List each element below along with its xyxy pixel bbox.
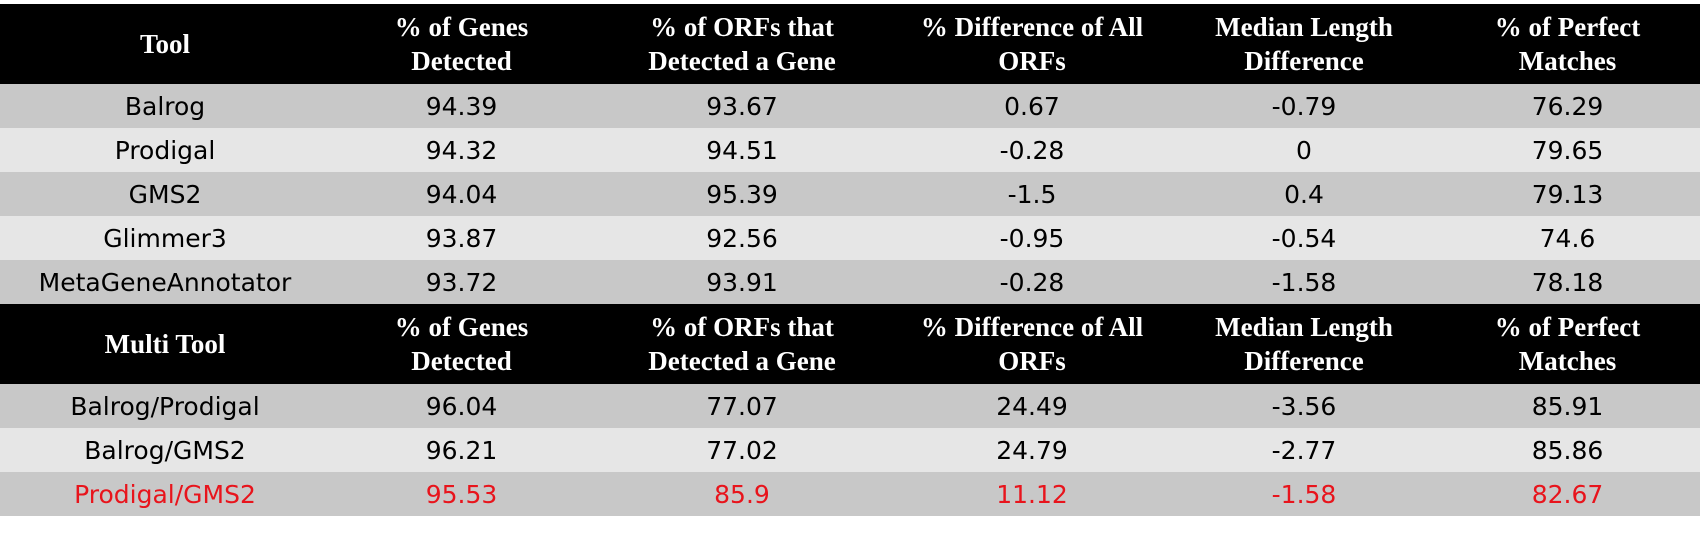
cell-genes: 94.04 — [425, 179, 498, 209]
cell-median: -2.77 — [1271, 435, 1337, 465]
table-row: MetaGeneAnnotator 93.72 93.91 -0.28 -1.5… — [0, 260, 1700, 304]
cell-tool: Balrog/GMS2 — [84, 435, 246, 465]
cell-orfs: 95.39 — [706, 179, 778, 209]
header-orfs-detected: % of ORFs that Detected a Gene — [648, 312, 836, 376]
cell-diff: -0.95 — [999, 223, 1065, 253]
table-row: Prodigal 94.32 94.51 -0.28 0 79.65 — [0, 128, 1700, 172]
cell-median: 0 — [1296, 135, 1312, 165]
header-difference-orfs: % Difference of All ORFs — [920, 312, 1144, 376]
cell-orfs: 93.91 — [706, 267, 778, 297]
cell-median: -0.54 — [1271, 223, 1337, 253]
cell-median: -1.58 — [1271, 267, 1337, 297]
header-difference-orfs: % Difference of All ORFs — [920, 12, 1144, 76]
cell-tool: Balrog — [124, 91, 206, 121]
cell-perfect: 74.6 — [1539, 223, 1596, 253]
cell-orfs: 85.9 — [714, 479, 770, 509]
cell-median: -0.79 — [1271, 91, 1337, 121]
table-row: GMS2 94.04 95.39 -1.5 0.4 79.13 — [0, 172, 1700, 216]
cell-orfs: 77.02 — [706, 435, 778, 465]
cell-perfect: 85.91 — [1531, 391, 1604, 421]
results-table: Tool % of Genes Detected % of ORFs that De… — [0, 4, 1700, 516]
cell-orfs: 77.07 — [706, 391, 778, 421]
header-genes-detected: % of Genes Detected — [394, 312, 529, 376]
table-row: Glimmer3 93.87 92.56 -0.95 -0.54 74.6 — [0, 216, 1700, 260]
cell-perfect: 76.29 — [1531, 91, 1604, 121]
cell-genes: 94.39 — [425, 91, 498, 121]
cell-tool: MetaGeneAnnotator — [38, 267, 292, 297]
table-row: Balrog/Prodigal 96.04 77.07 24.49 -3.56 … — [0, 384, 1700, 428]
cell-genes: 96.04 — [425, 391, 498, 421]
cell-genes: 96.21 — [425, 435, 498, 465]
header-perfect-matches: % of Perfect Matches — [1494, 12, 1641, 76]
cell-perfect: 79.65 — [1531, 135, 1604, 165]
cell-orfs: 93.67 — [706, 91, 778, 121]
header-perfect-matches: % of Perfect Matches — [1494, 312, 1641, 376]
cell-orfs: 94.51 — [706, 135, 778, 165]
header-row-multi-tool: Multi Tool % of Genes Detected % of ORFs … — [0, 304, 1700, 384]
cell-tool: GMS2 — [128, 179, 202, 209]
header-row-tool: Tool % of Genes Detected % of ORFs that De… — [0, 4, 1700, 84]
cell-perfect: 79.13 — [1531, 179, 1604, 209]
cell-orfs: 92.56 — [706, 223, 778, 253]
cell-diff: -0.28 — [999, 135, 1065, 165]
cell-perfect: 82.67 — [1531, 479, 1604, 509]
cell-tool: Balrog/Prodigal — [70, 391, 260, 421]
cell-genes: 93.72 — [425, 267, 498, 297]
cell-median: 0.4 — [1284, 179, 1324, 209]
cell-perfect: 85.86 — [1531, 435, 1604, 465]
cell-tool: Prodigal/GMS2 — [74, 479, 256, 509]
cell-tool: Prodigal — [114, 135, 216, 165]
table-row: Balrog/GMS2 96.21 77.02 24.79 -2.77 85.8… — [0, 428, 1700, 472]
cell-median: -3.56 — [1271, 391, 1337, 421]
table-row-highlighted: Prodigal/GMS2 95.53 85.9 11.12 -1.58 82.… — [0, 472, 1700, 516]
header-median-length: Median Length Difference — [1215, 12, 1393, 76]
cell-diff: 24.79 — [996, 435, 1068, 465]
cell-diff: 0.67 — [1004, 91, 1060, 121]
header-orfs-detected: % of ORFs that Detected a Gene — [648, 12, 836, 76]
cell-tool: Glimmer3 — [103, 223, 227, 253]
header-genes-detected: % of Genes Detected — [394, 12, 529, 76]
cell-perfect: 78.18 — [1531, 267, 1604, 297]
cell-diff: -0.28 — [999, 267, 1065, 297]
cell-genes: 94.32 — [425, 135, 498, 165]
header-multi-tool: Multi Tool — [104, 329, 226, 359]
cell-diff: 11.12 — [996, 479, 1068, 509]
header-median-length: Median Length Difference — [1215, 312, 1393, 376]
cell-diff: 24.49 — [996, 391, 1068, 421]
table-row: Balrog 94.39 93.67 0.67 -0.79 76.29 — [0, 84, 1700, 128]
header-tool: Tool — [139, 29, 191, 59]
cell-median: -1.58 — [1271, 479, 1337, 509]
cell-diff: -1.5 — [1007, 179, 1057, 209]
cell-genes: 95.53 — [425, 479, 498, 509]
cell-genes: 93.87 — [425, 223, 498, 253]
